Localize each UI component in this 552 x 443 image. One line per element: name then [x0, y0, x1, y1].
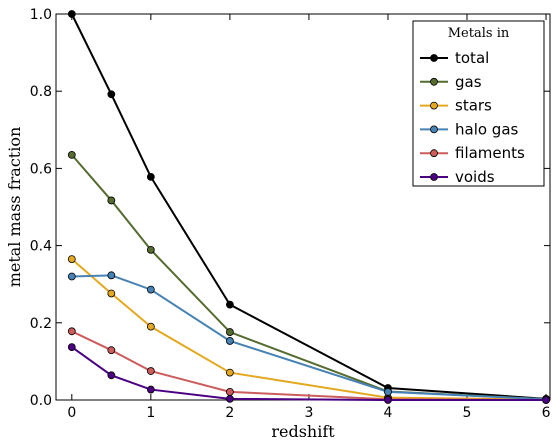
data-point	[542, 396, 550, 404]
x-tick-label: 3	[304, 405, 313, 421]
series-voids	[67, 343, 550, 404]
data-point	[107, 371, 116, 380]
y-tick-label: 0.4	[30, 239, 52, 255]
data-point	[384, 387, 392, 396]
legend-marker	[430, 125, 438, 134]
data-point	[107, 346, 116, 355]
data-point	[146, 172, 155, 181]
data-point	[146, 245, 155, 254]
data-point	[67, 10, 76, 18]
data-point	[107, 289, 116, 298]
series-line-gas	[71, 154, 547, 401]
legend-label: voids	[455, 168, 495, 186]
data-point	[107, 196, 116, 205]
legend-label: halo gas	[455, 120, 519, 138]
legend-title: Metals in	[448, 26, 510, 41]
data-point	[67, 272, 76, 281]
x-tick-label: 4	[384, 405, 393, 421]
data-point	[67, 255, 76, 264]
legend-item-filaments: filaments	[420, 144, 525, 162]
data-point	[67, 327, 76, 336]
legend-item-stars: stars	[420, 97, 492, 115]
x-tick-label: 0	[67, 405, 76, 421]
data-point	[225, 337, 234, 345]
data-point	[107, 271, 116, 280]
data-point	[67, 150, 76, 159]
data-point	[146, 367, 155, 375]
data-point	[107, 90, 116, 99]
series-halo-gas	[67, 271, 550, 404]
legend-marker	[430, 77, 438, 86]
legend-item-halo-gas: halo gas	[420, 120, 519, 138]
legend-label: filaments	[455, 144, 525, 162]
legend-item-gas: gas	[420, 73, 482, 91]
y-tick-label: 0.0	[30, 393, 52, 409]
x-tick-label: 2	[225, 405, 234, 421]
data-point	[225, 328, 234, 336]
data-point	[225, 394, 234, 403]
series-stars	[67, 255, 550, 404]
legend-marker	[430, 54, 438, 62]
y-tick-label: 1.0	[30, 7, 52, 23]
legend: Metals in total gas stars halo gas filaments…	[412, 20, 545, 187]
series-line-voids	[71, 346, 547, 401]
data-point	[67, 343, 76, 352]
legend-marker	[430, 173, 438, 181]
legend-label: total	[455, 49, 489, 67]
x-tick-label: 6	[542, 405, 551, 421]
tick-labels: 0 1 2 3 4 5 6 0.0 0.2 0.4 0.6 0.8 1.0	[30, 7, 551, 421]
legend-label: stars	[455, 97, 492, 115]
data-point	[146, 322, 155, 331]
legend-marker	[430, 101, 438, 110]
data-point	[146, 285, 155, 294]
y-tick-label: 0.2	[30, 316, 52, 332]
x-tick-label: 5	[463, 405, 472, 421]
y-tick-label: 0.8	[30, 84, 52, 100]
data-point	[146, 385, 155, 394]
legend-label: gas	[455, 73, 482, 91]
data-point	[384, 396, 392, 404]
legend-item-total: total	[420, 49, 489, 67]
data-point	[225, 368, 234, 377]
series-line-halo-gas	[71, 274, 547, 401]
data-point	[225, 300, 234, 309]
x-tick-label: 1	[146, 405, 155, 421]
x-axis-label: redshift	[271, 422, 335, 441]
series-line-total	[70, 13, 547, 400]
y-axis-label: metal mass fraction	[5, 127, 24, 288]
y-tick-label: 0.6	[30, 161, 52, 177]
series-line-stars	[71, 258, 547, 401]
legend-item-voids: voids	[420, 168, 495, 186]
legend-marker	[430, 149, 438, 158]
series-layer	[67, 10, 550, 404]
data-point	[225, 387, 234, 396]
